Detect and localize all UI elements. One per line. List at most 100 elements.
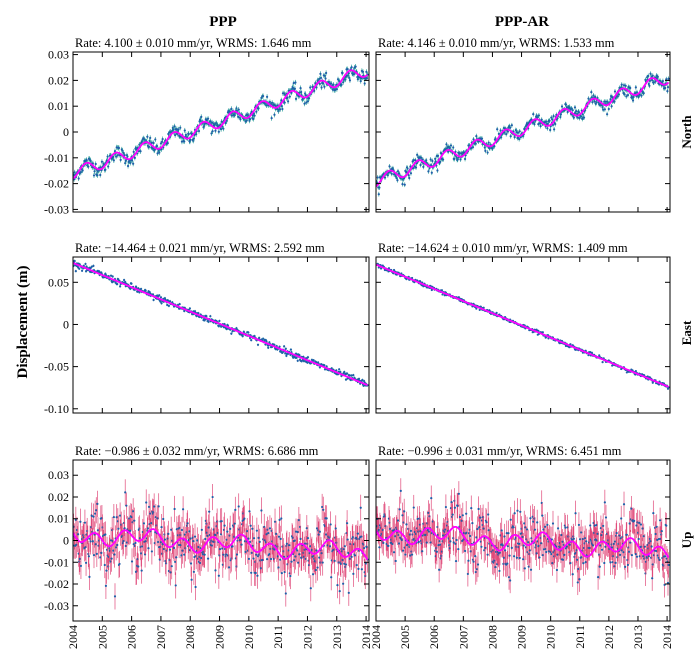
data-point <box>170 528 173 531</box>
data-point <box>294 97 298 100</box>
data-point <box>256 574 259 577</box>
plot-frame-east-ppp-ar <box>375 256 671 414</box>
data-point <box>79 520 82 523</box>
data-point <box>155 144 159 148</box>
data-point <box>340 83 343 86</box>
data-point <box>207 320 210 323</box>
data-point <box>278 345 281 348</box>
panels-group: Rate: 4.100 ± 0.010 mm/yr, WRMS: 1.646 m… <box>44 36 674 649</box>
data-point <box>137 565 140 568</box>
data-point <box>331 88 335 91</box>
panel-north-ppp: Rate: 4.100 ± 0.010 mm/yr, WRMS: 1.646 m… <box>44 36 370 216</box>
data-point <box>195 133 198 136</box>
data-point <box>419 163 422 167</box>
data-point <box>237 505 240 508</box>
data-point <box>154 531 157 534</box>
fit-line-north-ppp <box>73 69 369 180</box>
data-point <box>546 127 549 130</box>
data-point <box>593 100 596 103</box>
data-point <box>509 126 512 129</box>
data-point <box>292 87 295 90</box>
series-north-ppp-ar <box>376 71 670 197</box>
data-point <box>171 301 174 304</box>
data-point <box>227 566 231 569</box>
data-point <box>488 147 491 150</box>
data-point <box>178 303 181 306</box>
data-point <box>99 556 102 559</box>
panel-title-up-ppp: Rate: −0.986 ± 0.032 mm/yr, WRMS: 6.686 … <box>75 444 319 458</box>
data-point <box>244 550 247 553</box>
data-point <box>418 280 422 283</box>
data-point <box>436 169 439 172</box>
data-point <box>92 264 95 267</box>
data-point <box>116 543 119 547</box>
data-point <box>189 562 193 565</box>
data-point <box>576 112 579 116</box>
data-point <box>666 90 669 93</box>
data-point <box>296 359 299 362</box>
data-point <box>249 524 252 527</box>
data-point <box>147 145 151 148</box>
data-point <box>207 526 210 529</box>
data-point <box>206 557 210 560</box>
data-point <box>496 128 499 131</box>
data-point <box>141 545 144 548</box>
data-point <box>319 76 323 80</box>
data-point <box>149 512 152 515</box>
data-point <box>252 117 255 121</box>
data-point <box>92 174 96 177</box>
data-point <box>193 535 197 538</box>
data-point <box>83 521 87 524</box>
data-point <box>253 114 256 117</box>
data-point <box>503 131 506 134</box>
data-point <box>318 82 321 85</box>
data-point <box>590 351 593 354</box>
data-point <box>140 287 143 291</box>
ytick-label: -0.10 <box>44 402 69 416</box>
data-point <box>134 541 137 545</box>
data-point <box>146 135 149 138</box>
data-point <box>273 113 276 116</box>
data-point <box>616 95 619 98</box>
data-point <box>325 71 328 75</box>
data-point <box>188 307 192 310</box>
data-point <box>535 328 538 331</box>
data-point <box>211 130 214 133</box>
data-point <box>377 193 380 196</box>
data-point <box>250 571 253 574</box>
data-point <box>609 98 612 101</box>
data-point <box>180 554 183 557</box>
data-point <box>590 96 593 99</box>
data-point <box>174 584 177 587</box>
data-point <box>260 509 263 512</box>
data-point <box>111 275 114 278</box>
data-point <box>104 168 107 171</box>
data-point <box>298 353 301 357</box>
data-point <box>247 537 250 540</box>
data-point <box>603 100 606 103</box>
data-point <box>247 557 251 560</box>
data-point <box>378 186 381 189</box>
data-point <box>265 104 268 107</box>
data-point <box>295 356 298 359</box>
data-point <box>265 95 269 98</box>
data-point <box>634 86 637 89</box>
data-point <box>285 354 288 357</box>
data-point <box>647 74 650 78</box>
data-point <box>293 87 296 90</box>
data-point <box>169 571 172 574</box>
data-point <box>117 146 121 150</box>
data-point <box>582 116 586 119</box>
data-point <box>587 354 590 357</box>
data-point <box>390 172 393 175</box>
data-point <box>84 561 88 564</box>
data-point <box>175 556 178 559</box>
data-point <box>309 86 312 89</box>
data-point <box>197 129 201 133</box>
data-point <box>237 115 240 118</box>
data-point <box>606 113 609 116</box>
data-point <box>240 543 243 546</box>
data-point <box>536 116 539 119</box>
data-point <box>571 109 574 112</box>
